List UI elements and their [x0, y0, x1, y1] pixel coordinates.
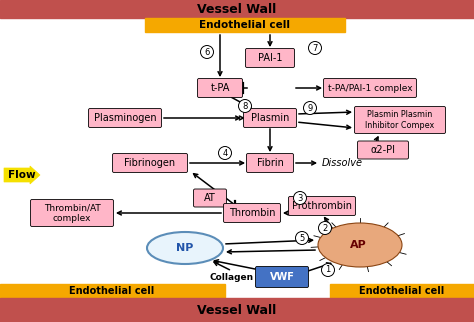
Bar	[145, 18, 345, 32]
Circle shape	[309, 42, 321, 54]
Circle shape	[319, 222, 331, 234]
Text: Dissolve: Dissolve	[322, 158, 363, 168]
Text: Vessel Wall: Vessel Wall	[197, 3, 277, 15]
Text: α2-PI: α2-PI	[371, 145, 395, 155]
Text: Fibrin: Fibrin	[256, 158, 283, 168]
FancyBboxPatch shape	[193, 189, 227, 207]
FancyBboxPatch shape	[30, 200, 113, 226]
Bar	[0, 298, 474, 322]
Text: 1: 1	[325, 266, 331, 274]
Bar	[0, 284, 225, 298]
FancyBboxPatch shape	[289, 196, 356, 215]
FancyBboxPatch shape	[224, 204, 281, 223]
Text: 5: 5	[300, 233, 305, 242]
Text: t-PA/PAI-1 complex: t-PA/PAI-1 complex	[328, 83, 412, 92]
Circle shape	[303, 101, 317, 115]
FancyBboxPatch shape	[244, 109, 297, 128]
Text: Plasmin: Plasmin	[251, 113, 289, 123]
Circle shape	[293, 192, 307, 204]
Text: t-PA: t-PA	[210, 83, 230, 93]
Text: Endothelial cell: Endothelial cell	[200, 20, 291, 30]
Text: Fibrinogen: Fibrinogen	[125, 158, 175, 168]
Text: Thrombin: Thrombin	[229, 208, 275, 218]
FancyBboxPatch shape	[246, 154, 293, 173]
Circle shape	[201, 45, 213, 59]
FancyBboxPatch shape	[89, 109, 162, 128]
Text: NP: NP	[176, 243, 194, 253]
Text: 7: 7	[312, 43, 318, 52]
FancyBboxPatch shape	[323, 79, 417, 98]
Text: 6: 6	[204, 48, 210, 56]
Text: 3: 3	[297, 194, 303, 203]
Circle shape	[219, 147, 231, 159]
FancyBboxPatch shape	[246, 49, 294, 68]
Text: PAI-1: PAI-1	[258, 53, 282, 63]
Text: AT: AT	[204, 193, 216, 203]
Bar	[330, 284, 474, 298]
Text: 9: 9	[307, 103, 313, 112]
Text: Vessel Wall: Vessel Wall	[197, 305, 277, 317]
FancyBboxPatch shape	[355, 107, 446, 134]
Text: Endothelial cell: Endothelial cell	[359, 286, 445, 296]
Text: AP: AP	[350, 240, 366, 250]
Circle shape	[321, 263, 335, 277]
Text: 4: 4	[222, 148, 228, 157]
FancyBboxPatch shape	[198, 79, 243, 98]
Ellipse shape	[147, 232, 223, 264]
FancyBboxPatch shape	[357, 141, 409, 159]
Text: 8: 8	[242, 101, 248, 110]
Bar	[0, 0, 474, 18]
Text: Collagen: Collagen	[210, 272, 254, 281]
Text: 2: 2	[322, 223, 328, 232]
Circle shape	[295, 232, 309, 244]
Text: Plasmin Plasmin
Inhibitor Compex: Plasmin Plasmin Inhibitor Compex	[365, 110, 435, 130]
FancyBboxPatch shape	[112, 154, 188, 173]
Text: Endothelial cell: Endothelial cell	[69, 286, 155, 296]
Text: Prothrombin: Prothrombin	[292, 201, 352, 211]
Text: Thrombin/AT
complex: Thrombin/AT complex	[44, 203, 100, 223]
Text: VWF: VWF	[270, 272, 294, 282]
Text: Flow: Flow	[8, 170, 36, 180]
FancyArrow shape	[4, 166, 40, 184]
Circle shape	[238, 99, 252, 112]
Ellipse shape	[318, 223, 402, 267]
Text: Plasminogen: Plasminogen	[94, 113, 156, 123]
FancyBboxPatch shape	[255, 267, 309, 288]
